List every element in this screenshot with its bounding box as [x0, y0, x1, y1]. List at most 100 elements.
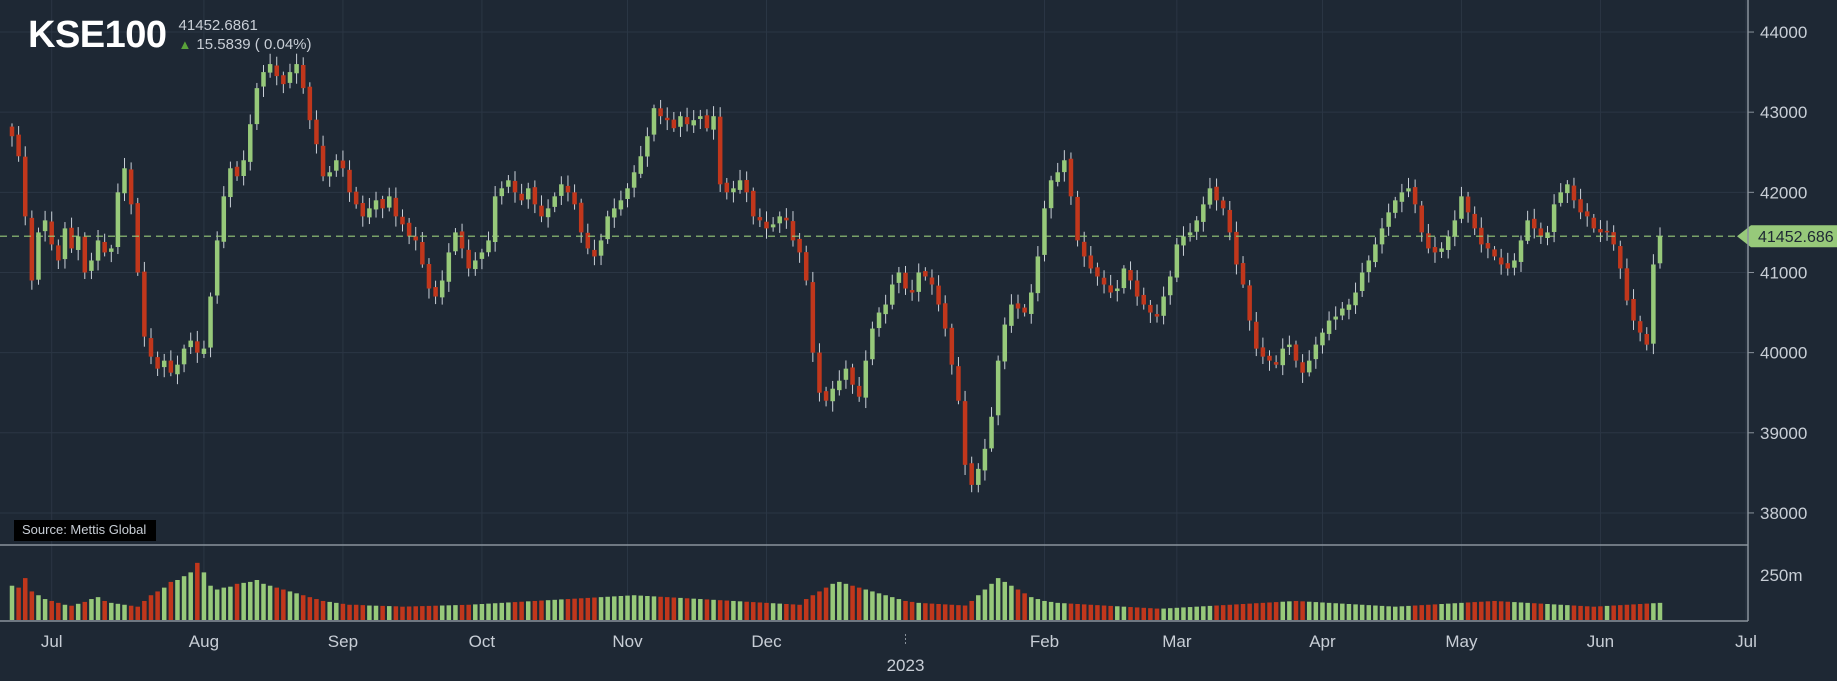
- volume-bar: [757, 602, 763, 620]
- volume-bar: [704, 599, 710, 620]
- volume-bar: [664, 597, 670, 620]
- candle-body: [1598, 229, 1603, 233]
- volume-bar: [1326, 602, 1332, 620]
- candle-body: [155, 357, 160, 369]
- volume-bar: [1512, 602, 1517, 620]
- candle-body: [1115, 288, 1120, 292]
- candle-body: [287, 72, 293, 83]
- volume-bar: [248, 581, 253, 620]
- candle-body: [1346, 304, 1352, 310]
- candle-body: [334, 160, 339, 171]
- volume-bar: [863, 589, 869, 620]
- volume-bar: [962, 605, 968, 620]
- candle-body: [148, 338, 154, 357]
- volume-bar: [1081, 604, 1087, 620]
- candle-body: [420, 242, 425, 265]
- current-price-marker: [1737, 225, 1837, 248]
- volume-bar: [837, 581, 842, 620]
- candle-body: [797, 238, 802, 253]
- candle-body: [658, 108, 663, 117]
- candle-body: [1412, 187, 1418, 205]
- volume-bar: [353, 604, 359, 620]
- x-tick-label: Oct: [469, 632, 496, 651]
- volume-bar: [1578, 605, 1583, 620]
- volume-bar: [287, 591, 293, 620]
- volume-bar: [559, 599, 564, 620]
- volume-bar: [1445, 603, 1451, 620]
- candle-body: [1432, 247, 1438, 253]
- volume-bar: [499, 602, 505, 620]
- chart-grid: [0, 0, 1748, 620]
- volume-bar: [737, 601, 743, 620]
- volume-bar: [234, 583, 240, 620]
- candle-body: [267, 64, 273, 73]
- candle-body: [1445, 236, 1451, 250]
- volume-bar: [1055, 602, 1060, 620]
- candle-body: [1644, 334, 1650, 345]
- candle-body: [367, 208, 372, 218]
- candle-body: [1141, 294, 1147, 305]
- volume-bar: [102, 600, 107, 620]
- volume-bar: [1353, 604, 1358, 620]
- volume-bar: [823, 587, 829, 620]
- volume-bar: [1558, 604, 1563, 620]
- candle-body: [856, 385, 862, 397]
- volume-bar: [175, 580, 180, 620]
- candle-body: [1042, 208, 1047, 255]
- volume-bar: [1624, 604, 1630, 620]
- x-tick-label: Apr: [1309, 632, 1336, 651]
- volume-bar: [969, 600, 974, 620]
- candle-body: [883, 304, 888, 315]
- candle-body: [1386, 212, 1391, 227]
- candle-body: [506, 180, 511, 187]
- candle-body: [1459, 196, 1464, 219]
- volume-bar: [1498, 601, 1504, 620]
- x-tick-label: Mar: [1162, 632, 1192, 651]
- candle-body: [559, 184, 564, 196]
- volume-bar: [1154, 608, 1160, 620]
- volume-bar: [155, 591, 160, 620]
- volume-bar: [433, 605, 438, 620]
- volume-bar: [1227, 604, 1233, 620]
- volume-bar: [1028, 597, 1034, 620]
- candle-body: [1121, 268, 1127, 289]
- volume-bar: [267, 585, 273, 620]
- volume-bar: [1492, 600, 1497, 620]
- volume-bar: [976, 595, 981, 620]
- volume-bar: [777, 603, 782, 620]
- volume-bar: [565, 599, 571, 620]
- volume-bar: [334, 602, 339, 620]
- volume-bar: [1618, 605, 1623, 620]
- volume-bar: [1584, 606, 1590, 620]
- volume-bar: [492, 603, 498, 620]
- candle-body: [817, 352, 822, 393]
- volume-bar: [956, 605, 961, 620]
- candle-body: [539, 205, 544, 217]
- x-tick-label: Jun: [1587, 632, 1614, 651]
- candle-body: [175, 364, 180, 375]
- candle-body: [42, 220, 48, 232]
- candle-body: [353, 191, 359, 205]
- candle-body: [1293, 344, 1299, 361]
- candle-body: [810, 282, 816, 353]
- volume-bar: [1141, 607, 1147, 620]
- volume-bar: [691, 598, 696, 620]
- candle-body: [1313, 344, 1319, 360]
- volume-bar: [631, 595, 637, 620]
- candle-body: [406, 222, 412, 237]
- volume-bar: [1101, 605, 1107, 620]
- candle-body: [1134, 280, 1140, 297]
- candle-body: [790, 221, 796, 241]
- candle-body: [208, 296, 213, 348]
- volume-bar: [1459, 602, 1464, 620]
- candle-body: [29, 217, 35, 281]
- candle-body: [241, 160, 246, 176]
- volume-bar: [413, 606, 418, 620]
- candle-body: [717, 116, 723, 185]
- candle-body: [1353, 292, 1358, 306]
- volume-bar: [1273, 602, 1279, 620]
- candle-body: [69, 227, 74, 249]
- candle-body: [16, 134, 21, 157]
- volume-bar: [817, 591, 822, 620]
